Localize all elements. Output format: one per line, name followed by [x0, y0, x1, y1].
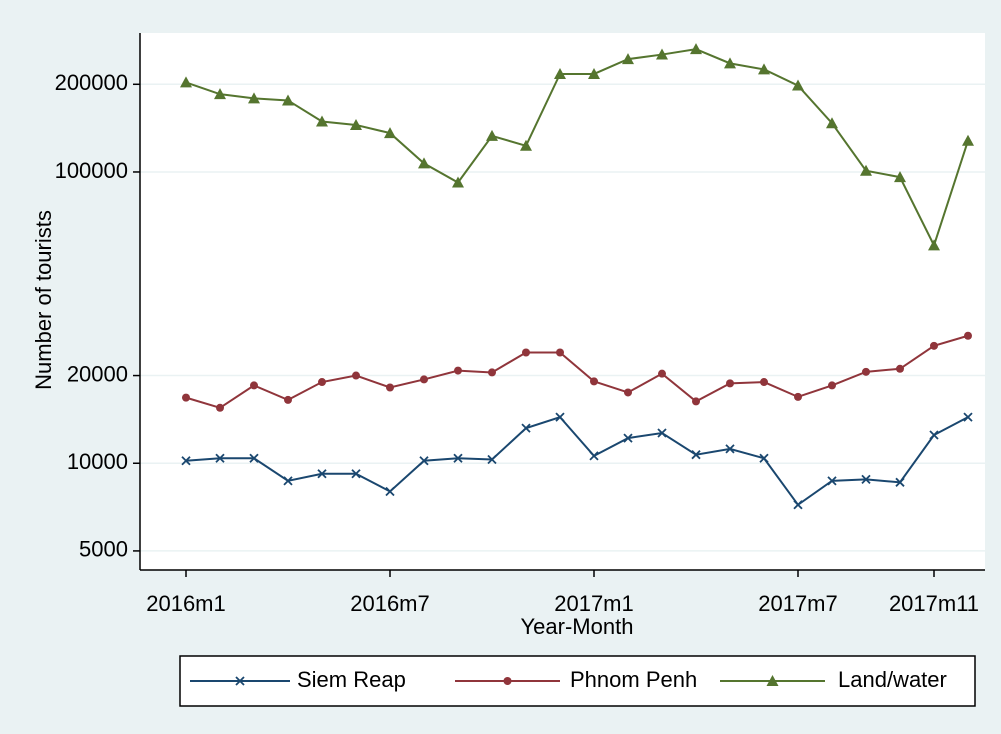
marker	[691, 450, 701, 460]
marker	[282, 94, 294, 106]
marker	[725, 444, 735, 454]
marker	[860, 164, 872, 176]
legend-label: Phnom Penh	[570, 667, 697, 692]
marker	[656, 48, 668, 60]
marker	[249, 453, 259, 463]
marker	[894, 171, 906, 183]
marker	[760, 378, 768, 387]
marker	[554, 67, 566, 79]
marker	[861, 474, 871, 485]
marker	[930, 341, 938, 350]
series-line	[185, 48, 969, 248]
marker	[520, 139, 532, 151]
marker	[386, 383, 394, 392]
marker	[929, 430, 939, 440]
x-tick-label: 2017m7	[758, 591, 838, 616]
marker	[452, 176, 464, 188]
x-tick-label: 2017m11	[889, 591, 979, 616]
marker	[726, 379, 734, 388]
y-tick-label: 20000	[67, 361, 128, 386]
marker	[759, 453, 769, 463]
legend-label: Land/water	[838, 667, 947, 692]
marker	[658, 369, 666, 378]
legend	[179, 655, 976, 707]
marker	[792, 79, 804, 91]
marker	[928, 239, 940, 251]
plot-area	[140, 33, 985, 570]
marker	[895, 477, 905, 487]
y-tick-label: 10000	[67, 449, 128, 474]
marker	[589, 451, 599, 461]
marker	[418, 157, 430, 169]
marker	[862, 367, 870, 376]
marker	[590, 377, 598, 386]
marker	[521, 423, 531, 433]
marker	[488, 368, 496, 377]
marker	[317, 469, 327, 479]
marker	[556, 348, 564, 357]
marker	[623, 433, 633, 443]
marker	[964, 331, 972, 340]
marker	[318, 378, 326, 387]
marker	[316, 115, 328, 127]
series-line	[185, 415, 969, 507]
x-tick-label: 2016m7	[350, 591, 430, 616]
legend-marker	[766, 675, 779, 686]
marker	[453, 453, 463, 463]
marker	[487, 454, 497, 465]
marker	[793, 500, 803, 510]
marker	[794, 392, 802, 401]
marker	[420, 375, 428, 384]
marker	[588, 67, 600, 79]
marker	[826, 117, 838, 129]
x-tick-label: 2017m1	[554, 591, 634, 616]
marker	[486, 129, 498, 141]
legend-marker	[235, 676, 245, 686]
marker	[350, 118, 362, 130]
y-tick-label: 200000	[55, 70, 128, 95]
marker	[215, 453, 225, 463]
series-line	[185, 334, 969, 409]
marker	[250, 381, 258, 390]
marker	[384, 127, 396, 139]
marker	[758, 63, 770, 75]
marker	[284, 395, 292, 404]
x-axis-title: Year-Month	[521, 614, 634, 639]
marker	[182, 393, 190, 402]
marker	[555, 412, 565, 422]
marker	[454, 366, 462, 375]
marker	[248, 92, 260, 104]
marker	[657, 428, 667, 438]
x-tick-label: 2016m1	[146, 591, 226, 616]
marker	[419, 456, 429, 466]
marker	[724, 57, 736, 69]
y-tick-label: 100000	[55, 158, 128, 183]
marker	[181, 456, 191, 466]
legend-marker	[503, 677, 512, 685]
marker	[180, 76, 192, 88]
marker	[828, 381, 836, 390]
marker	[352, 371, 360, 380]
marker	[214, 88, 226, 100]
marker	[622, 53, 634, 65]
marker	[896, 364, 904, 373]
marker	[692, 397, 700, 406]
marker	[962, 134, 974, 146]
marker	[827, 476, 837, 486]
marker	[690, 43, 702, 55]
marker	[283, 476, 293, 486]
marker	[351, 469, 361, 479]
marker	[963, 412, 973, 422]
marker	[522, 348, 530, 357]
marker	[216, 403, 224, 412]
legend-label: Siem Reap	[297, 667, 406, 692]
y-axis-title: Number of tourists	[31, 210, 56, 390]
marker	[624, 388, 632, 397]
y-tick-label: 5000	[79, 537, 128, 562]
marker	[385, 486, 395, 497]
